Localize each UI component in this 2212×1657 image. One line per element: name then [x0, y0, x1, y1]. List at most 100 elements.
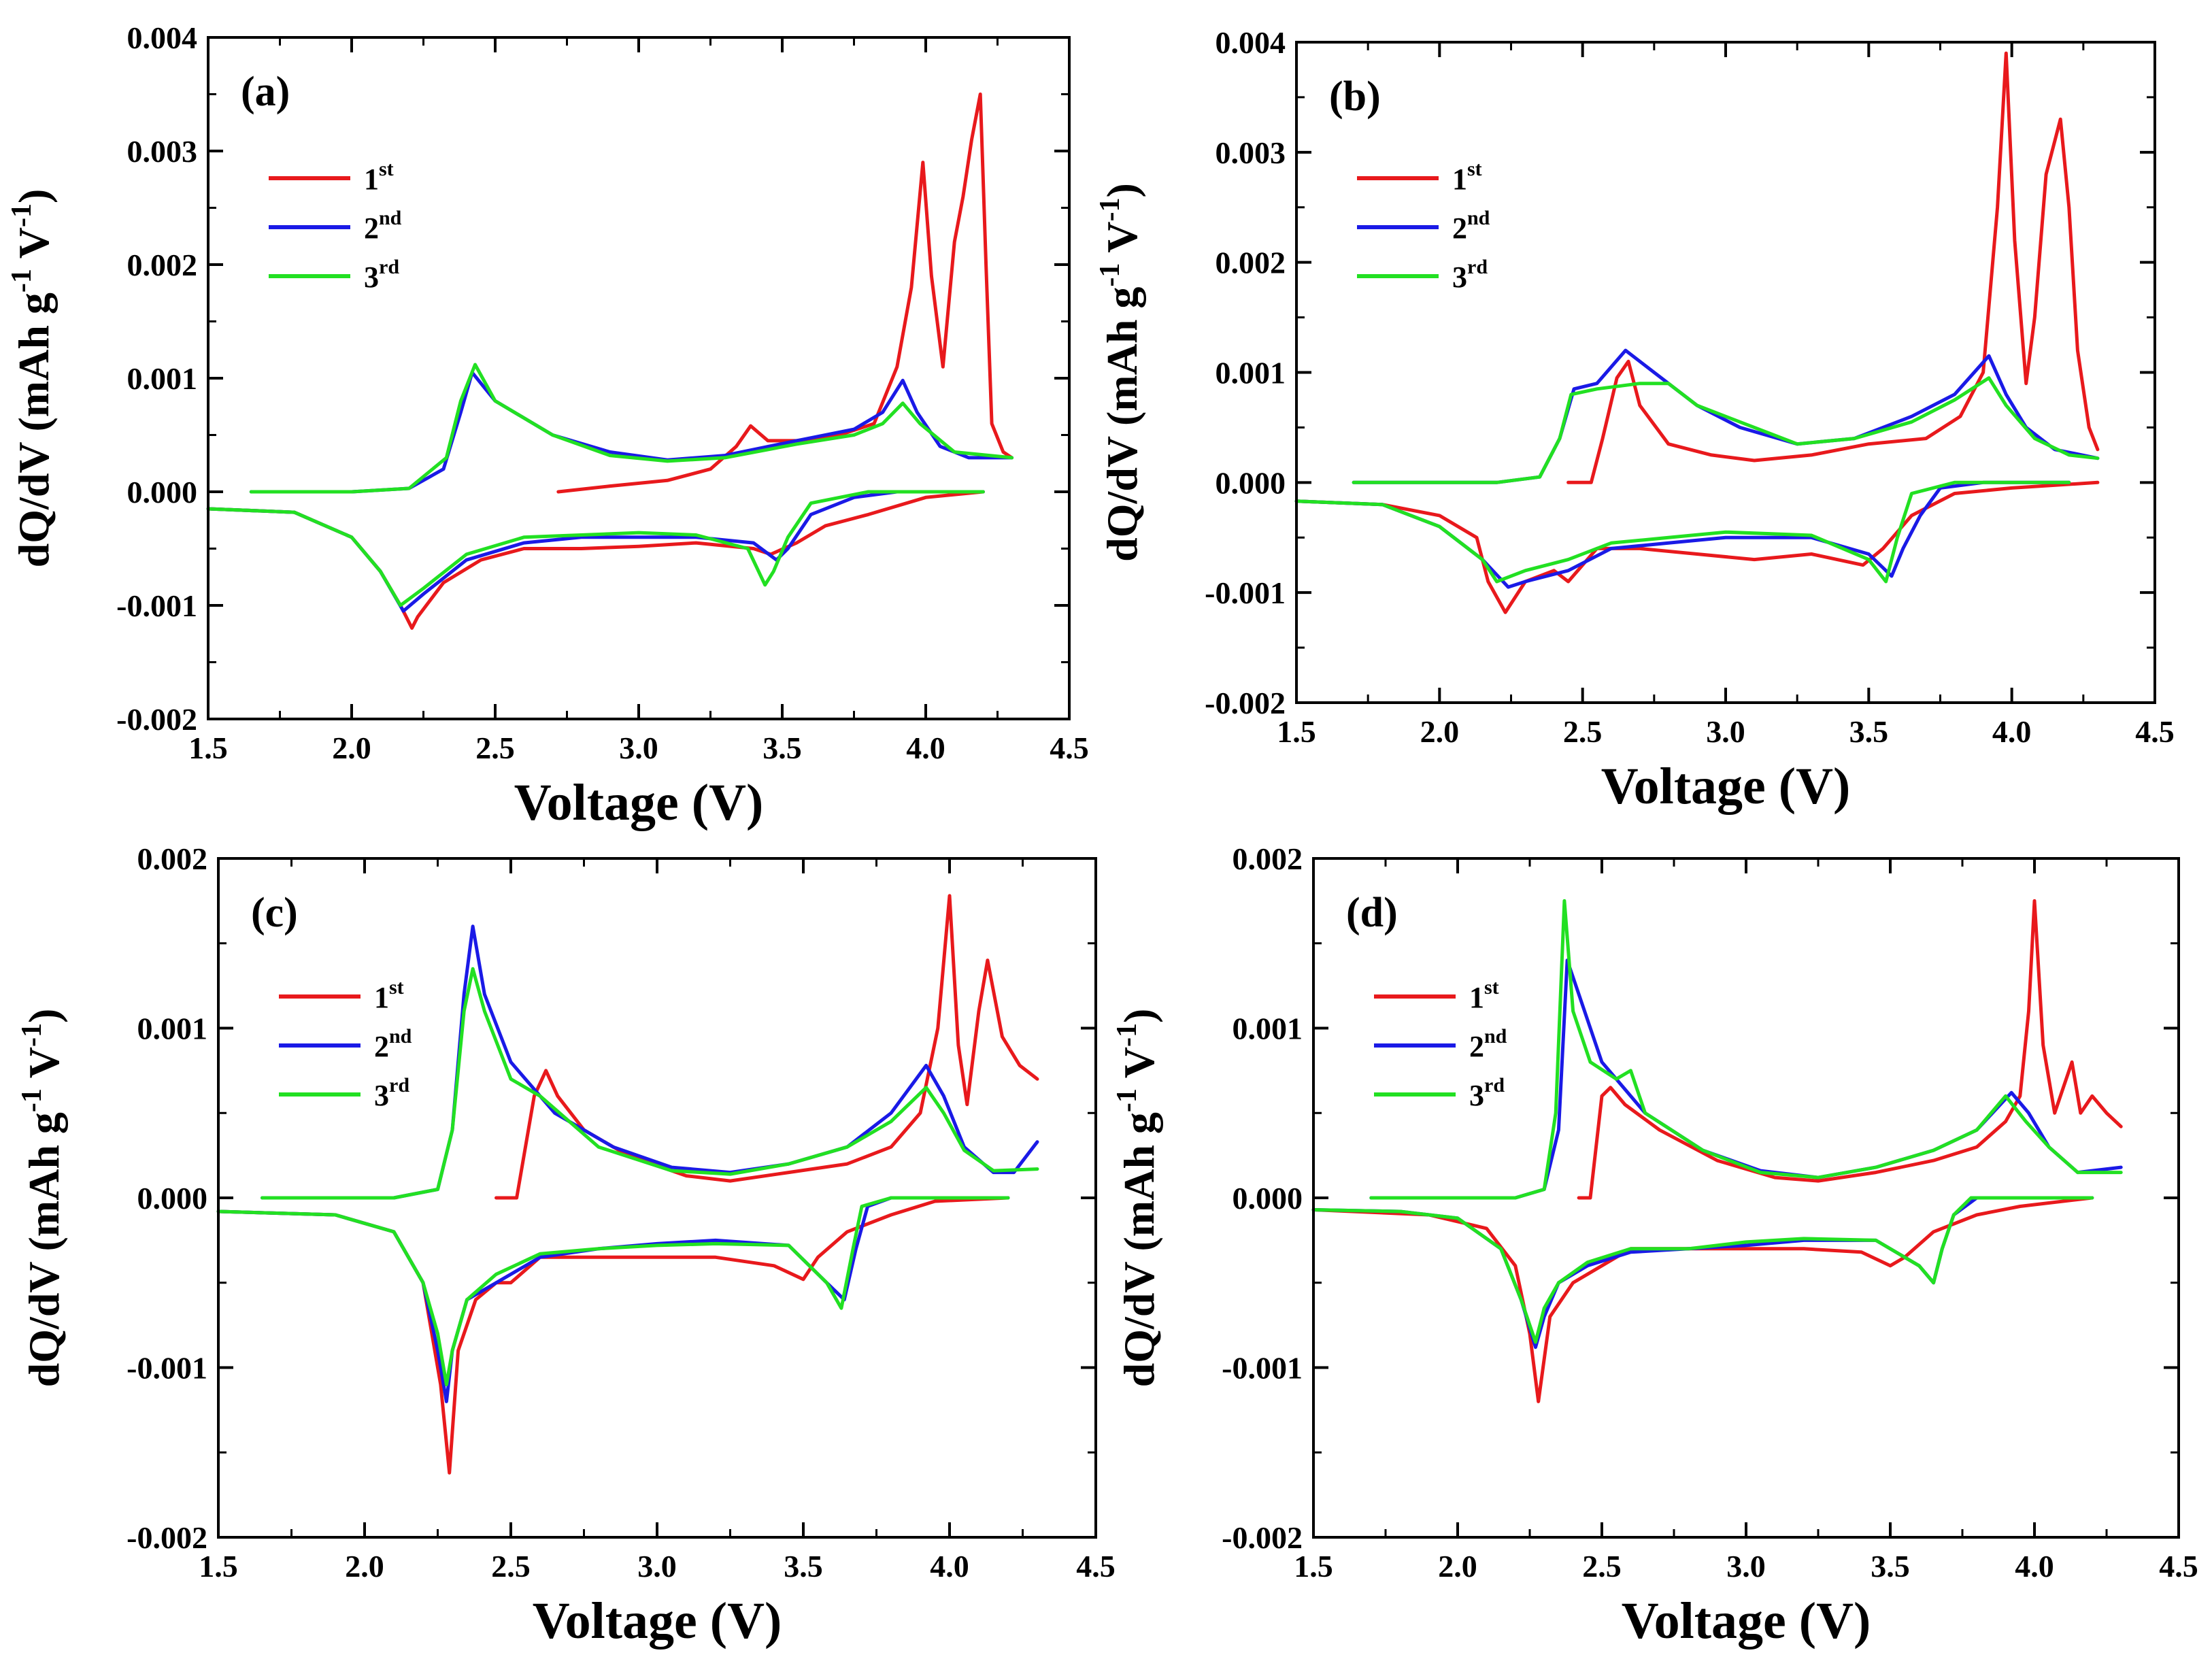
series-line-2nd-discharge — [206, 490, 985, 613]
y-axis-title-sup: -1 — [16, 1088, 48, 1112]
y-axis-title-sup2: -1 — [16, 1023, 48, 1047]
x-tick-label: 3.0 — [1726, 1549, 1766, 1584]
y-tick-label: 0.001 — [137, 1011, 208, 1046]
y-tick-label: 0.001 — [127, 361, 198, 396]
legend-entry-2nd: 2nd — [1452, 207, 1490, 245]
y-axis-title-sup2: -1 — [1111, 1023, 1143, 1047]
legend-entry-suffix: st — [1484, 976, 1499, 999]
series-line-3rd-charge — [1369, 899, 2123, 1200]
y-axis-title-main: dQ/dV (mAh g — [10, 292, 58, 567]
y-axis-title-unit: V — [1115, 1047, 1163, 1088]
series-line-1st-charge — [1577, 899, 2123, 1200]
series-line-1st-discharge — [1311, 1196, 2094, 1403]
series-line-1st-discharge — [1294, 480, 2100, 614]
legend-entry-suffix: rd — [1467, 256, 1488, 278]
legend-entry-number: 2 — [364, 212, 379, 245]
legend-entry-number: 3 — [374, 1079, 389, 1112]
legend-entry-number: 1 — [1469, 981, 1484, 1014]
legend-entry-2nd: 2nd — [1469, 1025, 1507, 1063]
legend-entry-suffix: st — [389, 976, 404, 999]
y-axis-title-sup: -1 — [1094, 263, 1126, 287]
panel-label: (d) — [1346, 890, 1398, 936]
legend-entry-number: 1 — [374, 981, 389, 1014]
legend-entry-suffix: nd — [389, 1025, 412, 1048]
y-tick-label: 0.001 — [1216, 356, 1286, 390]
x-tick-label: 3.5 — [784, 1549, 823, 1584]
x-tick-label: 3.5 — [1849, 714, 1889, 749]
legend-entry-3rd: 3rd — [1452, 256, 1488, 294]
y-tick-label: 0.000 — [137, 1181, 208, 1216]
series-line-2nd-discharge — [1311, 1196, 2094, 1350]
series-line-3rd-charge — [261, 967, 1039, 1200]
x-tick-label: 4.0 — [930, 1549, 969, 1584]
y-tick-label: 0.000 — [127, 475, 198, 509]
legend-entry-suffix: nd — [1467, 207, 1490, 229]
legend-entry-1st: 1st — [374, 976, 404, 1014]
legend-entry-suffix: rd — [389, 1074, 409, 1097]
legend-entry-number: 3 — [1452, 261, 1467, 294]
series-line-1st-charge — [556, 93, 1014, 494]
panel-label: (a) — [241, 69, 290, 115]
panel-label: (c) — [251, 890, 298, 936]
x-tick-label: 3.0 — [1706, 714, 1745, 749]
x-tick-label: 2.0 — [1438, 1549, 1477, 1584]
x-tick-label: 3.5 — [1871, 1549, 1910, 1584]
y-tick-label: 0.004 — [1216, 25, 1286, 60]
x-axis-title: Voltage (V) — [1601, 758, 1851, 815]
x-tick-label: 2.0 — [1420, 714, 1460, 749]
series-line-3rd-charge — [249, 363, 1014, 494]
x-tick-label: 2.5 — [1582, 1549, 1622, 1584]
x-tick-label: 1.5 — [1294, 1549, 1333, 1584]
y-tick-label: -0.002 — [116, 702, 197, 737]
y-tick-label: 0.002 — [137, 841, 208, 876]
series-line-3rd-charge — [1352, 376, 2100, 484]
y-tick-label: -0.001 — [116, 588, 197, 623]
y-tick-label: 0.002 — [1216, 246, 1286, 280]
y-axis-title-sup2: -1 — [1094, 198, 1126, 222]
x-tick-label: 3.0 — [619, 731, 658, 765]
y-tick-label: -0.001 — [1222, 1351, 1303, 1386]
legend-entry-1st: 1st — [1469, 976, 1499, 1014]
x-tick-label: 1.5 — [1277, 714, 1316, 749]
x-tick-label: 3.0 — [637, 1549, 677, 1584]
series-line-1st-charge — [1566, 51, 2100, 484]
y-axis-title-unit: V — [20, 1047, 68, 1088]
y-tick-label: 0.004 — [127, 20, 198, 55]
series-line-1st-charge — [495, 894, 1039, 1200]
y-tick-label: -0.001 — [1205, 575, 1286, 610]
series-line-2nd-charge — [249, 371, 1014, 494]
y-axis-title-sup2: -1 — [6, 203, 37, 227]
x-tick-label: 4.5 — [1076, 1549, 1116, 1584]
legend-entry-number: 3 — [1469, 1079, 1484, 1112]
y-axis-title-main: dQ/dV (mAh g — [20, 1112, 68, 1387]
y-axis-title-sup: -1 — [6, 269, 37, 292]
y-axis-title-close: ) — [1115, 1009, 1163, 1023]
x-tick-label: 2.5 — [475, 731, 515, 765]
y-tick-label: 0.003 — [1216, 135, 1286, 170]
legend-entry-suffix: st — [1467, 158, 1482, 180]
legend-entry-suffix: nd — [379, 207, 402, 229]
plot-frame — [207, 36, 1071, 720]
x-tick-label: 2.0 — [345, 1549, 384, 1584]
y-tick-label: 0.003 — [127, 134, 198, 169]
chart-panel-b: 1.5 2.0 2.5 3.0 3.5 4.0 4.5 -0.002 -0.001 0.000 0.… — [1094, 25, 2175, 815]
y-tick-label: 0.002 — [127, 248, 198, 282]
series-line-3rd-discharge — [1311, 1196, 2094, 1344]
series-line-1st-discharge — [216, 1196, 1010, 1475]
x-axis-title: Voltage (V) — [533, 1592, 782, 1650]
y-tick-label: 0.002 — [1233, 841, 1303, 876]
series-line-3rd-discharge — [1294, 480, 2071, 584]
y-axis-title: dQ/dV (mAh g-1 V-1) — [1094, 183, 1146, 562]
y-axis-title-close: ) — [20, 1009, 68, 1023]
y-axis-title-close: ) — [10, 189, 58, 203]
legend-entry-3rd: 3rd — [364, 256, 399, 294]
y-axis-title-unit: V — [1098, 222, 1146, 263]
y-axis-title: dQ/dV (mAh g-1 V-1) — [6, 189, 58, 568]
y-tick-label: -0.001 — [127, 1351, 207, 1386]
y-axis-title-sup: -1 — [1111, 1088, 1143, 1112]
y-tick-label: 0.000 — [1233, 1181, 1303, 1216]
legend-entry-suffix: nd — [1484, 1025, 1507, 1048]
x-tick-label: 4.0 — [1992, 714, 2032, 749]
y-axis-title-close: ) — [1098, 183, 1146, 197]
